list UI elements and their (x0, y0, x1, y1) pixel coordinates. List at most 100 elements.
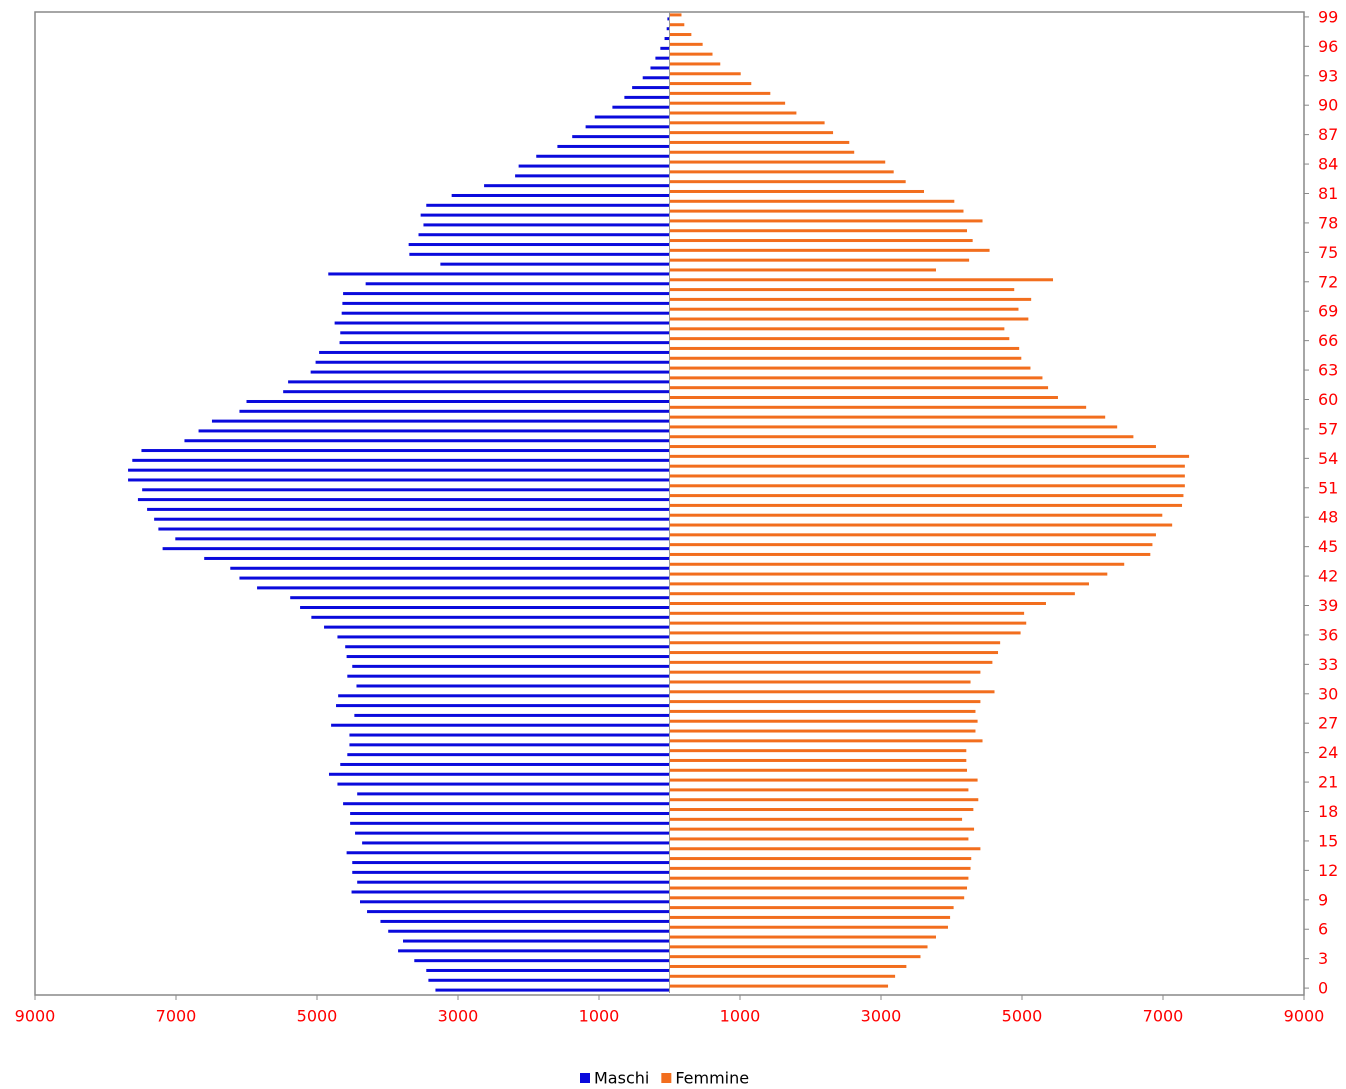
bar (669, 82, 752, 86)
bar (428, 978, 670, 982)
bar (334, 321, 670, 325)
bar (669, 140, 850, 144)
y-tick-label: 75 (1318, 243, 1338, 262)
bar (515, 174, 670, 178)
bar (484, 184, 670, 188)
bar (409, 252, 670, 256)
bar (669, 503, 1183, 507)
y-tick-label: 27 (1318, 714, 1338, 733)
bar (669, 317, 1029, 321)
bar (669, 955, 921, 959)
bar (239, 576, 670, 580)
bar (669, 915, 951, 919)
bar (612, 105, 670, 109)
y-tick-label: 6 (1318, 920, 1328, 939)
bar (669, 101, 786, 105)
bar (669, 964, 907, 968)
bar (362, 841, 670, 845)
bar (669, 219, 983, 223)
bar (669, 170, 894, 174)
bar (352, 861, 670, 865)
bar (357, 792, 670, 796)
bar (355, 831, 670, 835)
bar (669, 680, 971, 684)
bar (669, 288, 1015, 292)
bar (669, 337, 1010, 341)
bar (536, 154, 670, 158)
bar (426, 203, 670, 207)
bar (669, 758, 967, 762)
bar (669, 454, 1190, 458)
bar (328, 272, 670, 276)
bar (669, 33, 692, 37)
bar (360, 900, 670, 904)
y-tick-label: 99 (1318, 7, 1338, 26)
bar (141, 449, 670, 453)
bar (343, 802, 670, 806)
bar (669, 376, 1043, 380)
bar (342, 301, 670, 305)
bar (669, 13, 682, 17)
bar (132, 458, 670, 462)
bar (137, 498, 670, 502)
bar (337, 782, 670, 786)
bar (669, 768, 968, 772)
bar (198, 429, 670, 433)
bar (357, 880, 670, 884)
bar (669, 651, 999, 655)
y-tick-label: 48 (1318, 508, 1338, 527)
bar (423, 223, 670, 227)
bar (669, 906, 954, 910)
y-tick-label: 42 (1318, 567, 1338, 586)
bar (669, 523, 1173, 527)
bar (230, 566, 670, 570)
y-tick-label: 24 (1318, 743, 1338, 762)
bar (669, 660, 993, 664)
y-tick-label: 0 (1318, 979, 1328, 998)
y-tick-label: 54 (1318, 449, 1338, 468)
bar (356, 684, 670, 688)
bar (669, 111, 797, 115)
bar (669, 445, 1156, 449)
bar (204, 556, 670, 560)
bar (328, 772, 670, 776)
bar (669, 258, 970, 262)
bar (211, 419, 670, 423)
bar (669, 395, 1058, 399)
y-tick-label: 9 (1318, 890, 1328, 909)
bar (669, 386, 1049, 390)
bar (147, 507, 670, 511)
x-tick-label: 1000 (579, 1007, 620, 1026)
x-tick-label: 5000 (1002, 1007, 1043, 1026)
bar (669, 690, 995, 694)
bar (632, 86, 670, 90)
bar (310, 370, 670, 374)
bar (655, 56, 670, 60)
bar (346, 655, 670, 659)
bar (283, 390, 670, 394)
y-tick-label: 63 (1318, 361, 1338, 380)
bar (339, 341, 670, 345)
y-tick-label: 87 (1318, 125, 1338, 144)
bar (669, 572, 1108, 576)
bar (557, 144, 670, 148)
bar (426, 968, 670, 972)
bar (350, 812, 670, 816)
bar (669, 827, 975, 831)
bar (669, 935, 936, 939)
bar (669, 415, 1106, 419)
x-tick-label: 3000 (438, 1007, 479, 1026)
bar (315, 360, 670, 364)
bar (669, 131, 834, 135)
bar (669, 278, 1054, 282)
bar (352, 870, 670, 874)
bar (669, 150, 855, 154)
bar (337, 635, 670, 639)
bar (669, 896, 965, 900)
bar (239, 409, 670, 413)
bar (338, 694, 670, 698)
y-tick-label: 57 (1318, 419, 1338, 438)
bar (354, 713, 670, 717)
bar (669, 356, 1022, 360)
